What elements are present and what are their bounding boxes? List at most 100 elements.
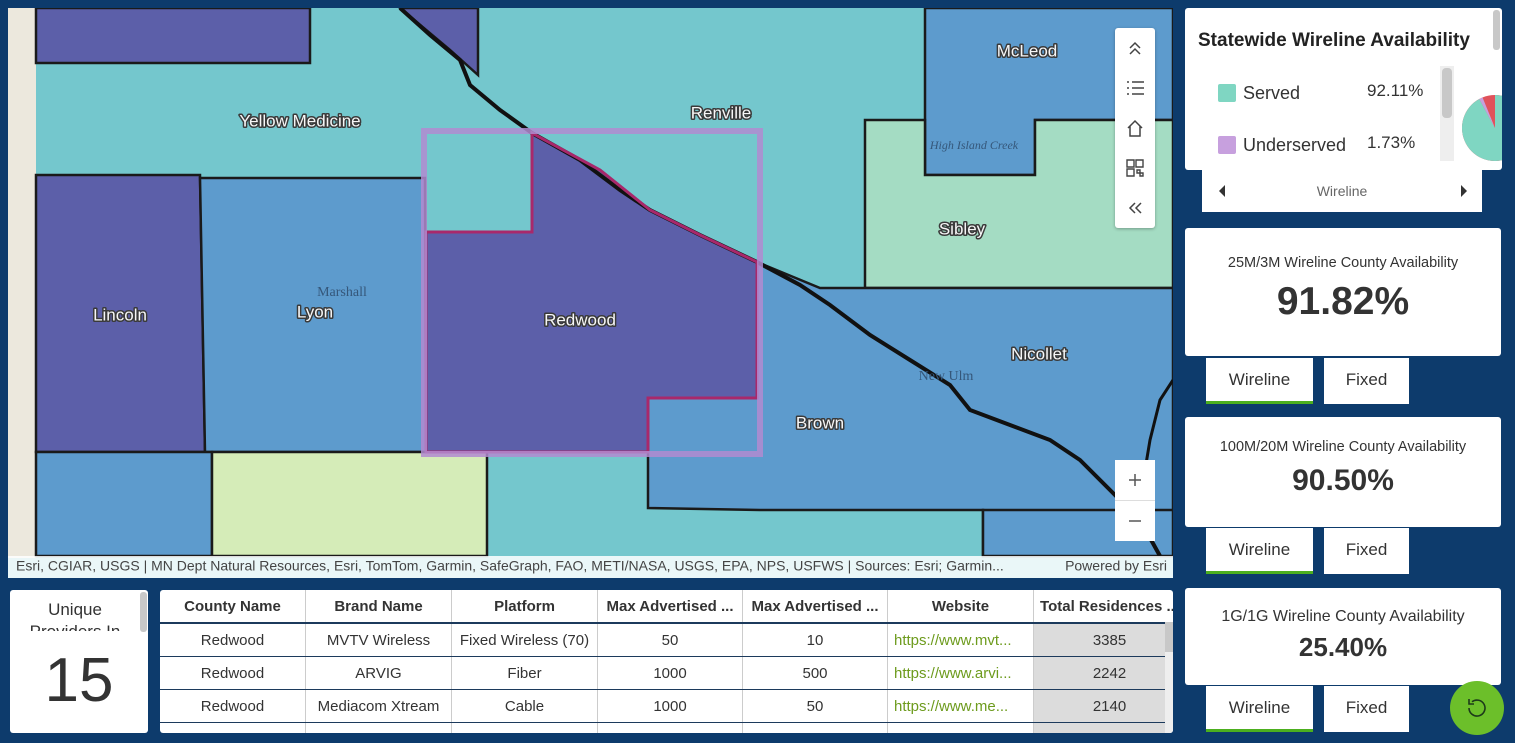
county-label: Redwood bbox=[544, 310, 616, 329]
home-button[interactable] bbox=[1115, 108, 1155, 148]
table-cell: Redwood bbox=[160, 623, 306, 657]
table-cell: Redwood bbox=[160, 722, 306, 733]
providers-table-panel: County Name Brand Name Platform Max Adverti… bbox=[160, 590, 1173, 733]
column-header: Website bbox=[887, 590, 1034, 624]
attribution-bar bbox=[8, 556, 1173, 578]
county-label: Nicollet bbox=[1011, 344, 1067, 363]
column-header: Brand Name bbox=[305, 590, 452, 624]
legend-value: 1.73% bbox=[1367, 133, 1416, 152]
powered-by[interactable]: Powered by Esri bbox=[1065, 558, 1167, 574]
website-link[interactable]: https://www.mvt... bbox=[887, 722, 1034, 733]
table-cell: Redwood bbox=[160, 689, 306, 723]
scroll-thumb[interactable] bbox=[1165, 622, 1173, 652]
column-header: Max Advertised ... bbox=[742, 590, 888, 624]
providers-title: Unique Providers In bbox=[30, 600, 121, 631]
table-cell: Redwood bbox=[160, 656, 306, 690]
nav-label: Wireline bbox=[1316, 183, 1368, 199]
table-cell: Cable bbox=[451, 689, 598, 723]
qr-button[interactable] bbox=[1115, 148, 1155, 188]
table-row: Redwood MVTV Wireless Fixed Wireless (70) 5… bbox=[160, 623, 1173, 657]
selection-extent bbox=[421, 128, 763, 457]
water-label: High Island Creek bbox=[929, 138, 1019, 152]
statewide-panel: Statewide Wireline Availability Served 9… bbox=[1185, 8, 1502, 170]
county-label: Renville bbox=[691, 103, 751, 122]
providers-card: Unique Providers In 15 bbox=[10, 590, 148, 733]
icon bbox=[1129, 41, 1141, 55]
river bbox=[1143, 379, 1173, 471]
tab[interactable]: Fixed bbox=[1324, 686, 1409, 732]
tab[interactable]: Fixed bbox=[1324, 358, 1409, 404]
card-value: 90.50% bbox=[1292, 464, 1394, 497]
table-cell: Fixed Wireless (70) bbox=[451, 722, 598, 733]
card-value: 25.40% bbox=[1298, 632, 1388, 662]
table-cell: ARVIG bbox=[305, 656, 452, 690]
availability-card: 1G/1G Wireline County Availability 25.40… bbox=[1185, 588, 1501, 685]
table-cell: 50 bbox=[742, 689, 888, 723]
card-title: 25M/3M Wireline County Availability bbox=[1227, 255, 1459, 271]
table-row: Redwood ARVIG Fiber 1000 500 https://www.arvi… bbox=[160, 656, 1173, 690]
nav-row: Wireline bbox=[1202, 170, 1482, 212]
zoom-out[interactable] bbox=[1115, 501, 1155, 541]
providers-value: 15 bbox=[44, 646, 114, 715]
card-value: 91.82% bbox=[1276, 280, 1410, 323]
icon bbox=[1127, 81, 1144, 95]
collapse-button[interactable] bbox=[1115, 28, 1155, 68]
table-cell: MVTV Wireless bbox=[305, 722, 452, 733]
legend-scroll-track[interactable] bbox=[1440, 66, 1454, 161]
table-cell: Mediacom Xtream bbox=[305, 689, 452, 723]
table-cell: Fiber bbox=[451, 656, 598, 690]
table-cell: 100 bbox=[597, 722, 743, 733]
legend-button[interactable] bbox=[1115, 68, 1155, 108]
availability-card: 25M/3M Wireline County Availability 91.8… bbox=[1185, 228, 1501, 356]
availability-card: 100M/20M Wireline County Availability 90… bbox=[1185, 417, 1501, 527]
header-row: County Name Brand Name Platform Max Adverti… bbox=[160, 590, 1173, 624]
pie-slice bbox=[1479, 97, 1495, 128]
county-label: Lincoln bbox=[93, 305, 147, 324]
icon bbox=[1129, 520, 1141, 522]
website-link[interactable]: https://www.arvi... bbox=[887, 656, 1034, 690]
place-label: New Ulm bbox=[919, 369, 974, 384]
scrollbar[interactable] bbox=[1165, 622, 1173, 733]
scrollbar[interactable] bbox=[1493, 10, 1500, 50]
scrollbar[interactable] bbox=[1442, 68, 1452, 118]
legend-label: Underserved bbox=[1243, 135, 1347, 155]
table-cell: 10 bbox=[742, 623, 888, 657]
tab[interactable]: Wireline bbox=[1206, 358, 1313, 404]
place-label: Marshall bbox=[317, 285, 367, 300]
scrollbar[interactable] bbox=[140, 592, 147, 632]
next-button[interactable] bbox=[1459, 184, 1469, 198]
icon bbox=[1129, 474, 1141, 486]
attribution[interactable]: Esri, CGIAR, USGS | MN Dept Natural Reso… bbox=[16, 558, 1004, 574]
table-cell: 50 bbox=[597, 623, 743, 657]
table-cell: Fixed Wireless (70) bbox=[451, 623, 598, 657]
table-row: Redwood Mediacom Xtream Cable 1000 50 https:/… bbox=[160, 689, 1173, 723]
prev-button[interactable] bbox=[1217, 184, 1227, 198]
refresh-button[interactable] bbox=[1450, 681, 1504, 735]
providers-table: County Name Brand Name Platform Max Adverti… bbox=[160, 590, 1173, 733]
county-label: Lyon bbox=[297, 302, 333, 321]
zoom-in[interactable] bbox=[1115, 460, 1155, 501]
table-cell: MVTV Wireless bbox=[305, 623, 452, 657]
website-link[interactable]: https://www.me... bbox=[887, 689, 1034, 723]
table-cell: 3385 bbox=[1033, 623, 1173, 657]
expand-button[interactable] bbox=[1115, 188, 1155, 228]
legend-swatch bbox=[1218, 136, 1236, 154]
tab[interactable]: Fixed bbox=[1324, 528, 1409, 574]
column-header: Platform bbox=[451, 590, 598, 624]
icon bbox=[1128, 202, 1142, 214]
card-title: 1G/1G Wireline County Availability bbox=[1221, 608, 1465, 625]
tab[interactable]: Wireline bbox=[1206, 528, 1313, 574]
column-header: Max Advertised ... bbox=[597, 590, 743, 624]
map-toolbar bbox=[1115, 28, 1155, 228]
county-label: Yellow Medicine bbox=[239, 111, 360, 130]
icon bbox=[1126, 159, 1144, 177]
table-cell: 2242 bbox=[1033, 656, 1173, 690]
icon bbox=[1468, 699, 1486, 717]
website-link[interactable]: https://www.mvt... bbox=[887, 623, 1034, 657]
table-cell: 1000 bbox=[597, 656, 743, 690]
legend-swatch bbox=[1218, 84, 1236, 102]
icon bbox=[1127, 119, 1143, 137]
tab[interactable]: Wireline bbox=[1206, 686, 1313, 732]
pie bbox=[1462, 95, 1502, 161]
